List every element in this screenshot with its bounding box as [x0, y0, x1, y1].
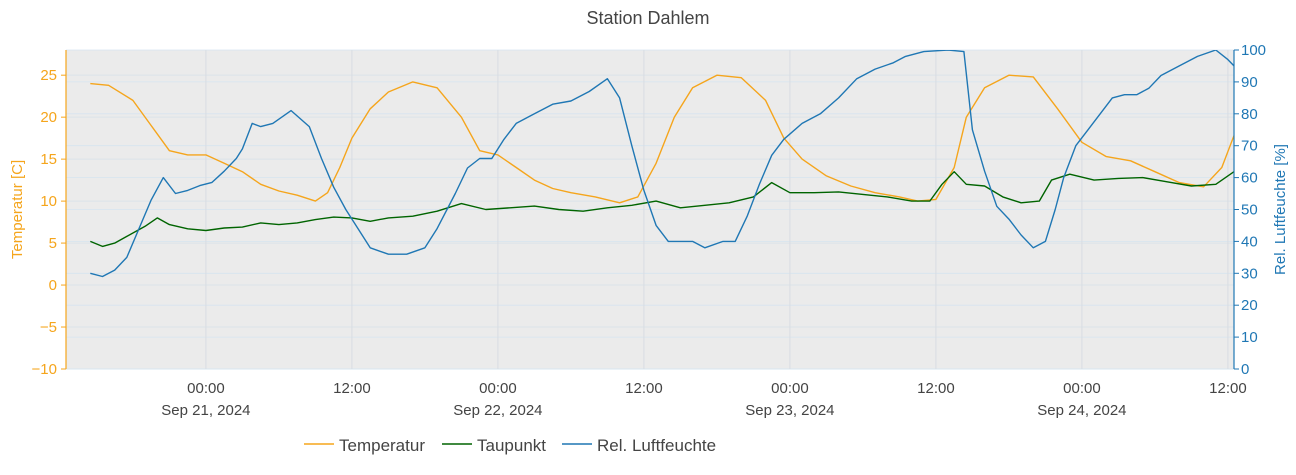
x-tick-label: 00:00 — [479, 380, 517, 397]
y-left-tick-label: 0 — [49, 277, 57, 294]
x-tick-date-label: Sep 23, 2024 — [745, 402, 834, 419]
chart-title: Station Dahlem — [586, 8, 709, 28]
legend-label: Temperatur — [339, 436, 425, 455]
legend: Temperatur Taupunkt Rel. Luftfeuchte — [304, 436, 716, 455]
x-tick-label: 12:00 — [1209, 380, 1247, 397]
legend-label: Rel. Luftfeuchte — [597, 436, 716, 455]
y-right-tick-label: 20 — [1241, 297, 1258, 314]
x-tick-label: 00:00 — [771, 380, 809, 397]
y-left-tick-label: 5 — [49, 235, 57, 252]
y-right-tick-label: 30 — [1241, 265, 1258, 282]
x-tick-label: 12:00 — [333, 380, 371, 397]
y-right-tick-label: 100 — [1241, 42, 1266, 59]
x-tick-date-label: Sep 24, 2024 — [1037, 402, 1126, 419]
series-line-1 — [90, 170, 1234, 248]
y-left-tick-label: 15 — [40, 151, 57, 168]
y-right-tick-label: 70 — [1241, 138, 1258, 155]
x-tick-label: 00:00 — [1063, 380, 1101, 397]
y-left-tick-label: 25 — [40, 67, 57, 84]
y-left-tick-label: 10 — [40, 193, 57, 210]
series-line-2 — [90, 50, 1234, 278]
legend-label: Taupunkt — [477, 436, 546, 455]
y-right-axis-title: Rel. Luftfeuchte [%] — [1272, 144, 1289, 275]
x-tick-date-label: Sep 22, 2024 — [453, 402, 542, 419]
series-layer — [90, 50, 1234, 278]
y-left-axis-title: Temperatur [C] — [9, 160, 26, 259]
y-right-tick-label: 10 — [1241, 329, 1258, 346]
axes: −10 −5 0 5 10 15 20 25 0 10 20 30 40 50 60 70 80 90 100 00:… — [32, 42, 1266, 419]
y-right-tick-label: 0 — [1241, 361, 1249, 378]
y-right-tick-label: 90 — [1241, 74, 1258, 91]
y-right-tick-label: 80 — [1241, 106, 1258, 123]
x-tick-label: 12:00 — [917, 380, 955, 397]
x-tick-label: 00:00 — [187, 380, 225, 397]
x-tick-date-label: Sep 21, 2024 — [161, 402, 250, 419]
y-left-tick-label: −5 — [40, 319, 57, 336]
grid — [66, 49, 1234, 370]
series-line-0 — [90, 74, 1234, 204]
x-tick-label: 12:00 — [625, 380, 663, 397]
y-right-tick-label: 40 — [1241, 233, 1258, 250]
y-left-tick-label: −10 — [32, 361, 57, 378]
y-right-tick-label: 50 — [1241, 202, 1258, 219]
y-left-tick-label: 20 — [40, 109, 57, 126]
y-right-tick-label: 60 — [1241, 170, 1258, 187]
